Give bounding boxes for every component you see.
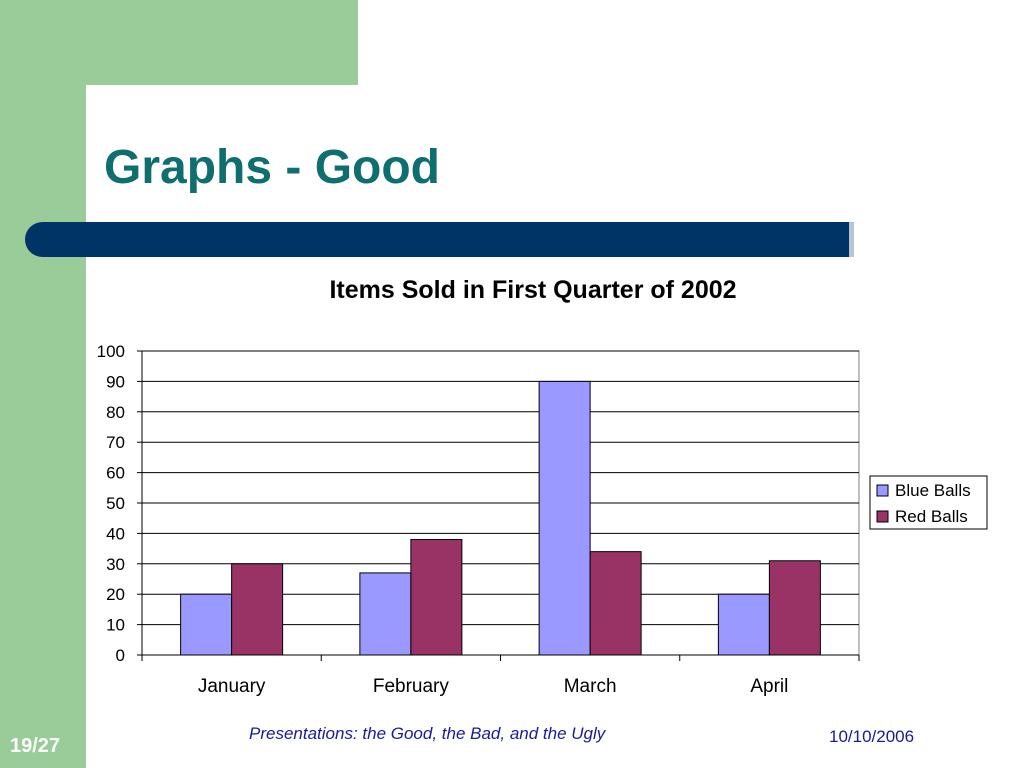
bar-red-balls-march bbox=[589, 551, 642, 656]
legend-swatch bbox=[876, 484, 889, 497]
legend-swatch bbox=[876, 510, 889, 523]
chart-title: Items Sold in First Quarter of 2002 bbox=[329, 276, 736, 304]
y-tick-label: 50 bbox=[106, 494, 125, 513]
green-side-strip bbox=[0, 85, 86, 768]
x-tick-label: January bbox=[198, 676, 266, 697]
x-tick-label: April bbox=[750, 676, 788, 697]
y-tick-label: 60 bbox=[106, 464, 125, 483]
bar-red-balls-january bbox=[231, 563, 284, 656]
y-tick-label: 20 bbox=[106, 585, 125, 604]
footer-date: 10/10/2006 bbox=[829, 727, 915, 746]
green-header-block bbox=[0, 0, 358, 85]
bar-blue-balls-february bbox=[359, 572, 412, 656]
bar-blue-balls-march bbox=[538, 380, 591, 656]
page-number: 19/27 bbox=[10, 735, 61, 757]
slide-title: Graphs - Good bbox=[104, 141, 440, 194]
x-tick-label: February bbox=[373, 676, 450, 697]
y-tick-label: 80 bbox=[106, 403, 125, 422]
bar-red-balls-april bbox=[768, 560, 821, 656]
y-tick-label: 70 bbox=[106, 433, 125, 452]
footer-presentation-title: Presentations: the Good, the Bad, and th… bbox=[249, 724, 606, 743]
y-tick-label: 90 bbox=[106, 372, 125, 391]
y-tick-label: 40 bbox=[106, 524, 125, 543]
y-tick-label: 30 bbox=[106, 555, 125, 574]
bar-blue-balls-january bbox=[180, 593, 233, 656]
title-underline-bar bbox=[25, 222, 853, 257]
legend bbox=[869, 475, 988, 530]
legend-label: Blue Balls bbox=[895, 481, 971, 500]
y-tick-label: 100 bbox=[97, 342, 125, 361]
legend-label: Red Balls bbox=[895, 507, 968, 526]
y-tick-label: 10 bbox=[106, 616, 125, 635]
bar-red-balls-february bbox=[410, 538, 463, 656]
title-bar-cap bbox=[849, 222, 854, 257]
x-tick-label: March bbox=[564, 676, 617, 697]
bar-blue-balls-april bbox=[717, 593, 770, 656]
y-tick-label: 0 bbox=[116, 646, 125, 665]
